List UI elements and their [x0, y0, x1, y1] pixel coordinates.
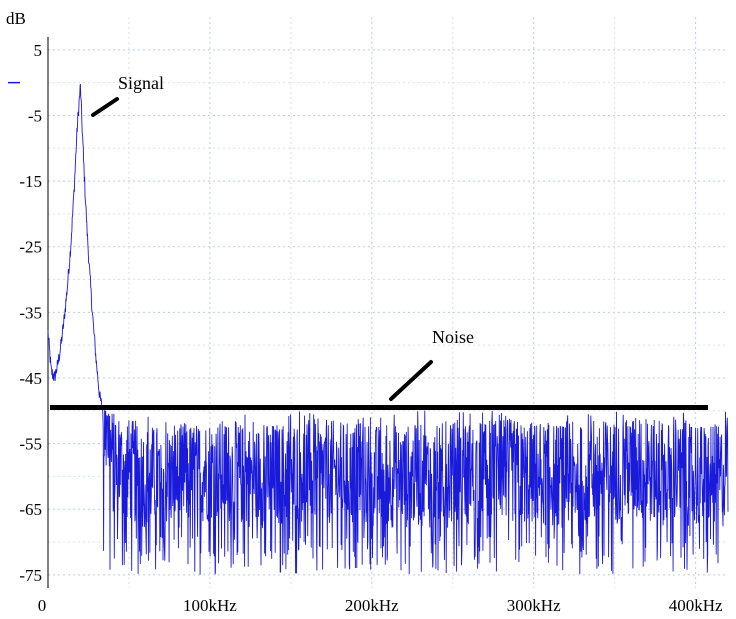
y-tick-label: -45	[19, 369, 42, 388]
y-axis-label: dB	[6, 9, 26, 28]
x-tick-label: 100kHz	[183, 596, 237, 615]
signal-annotation: Signal	[118, 73, 164, 93]
y-tick-label: -5	[28, 106, 42, 125]
noise-annotation: Noise	[432, 327, 474, 347]
x-axis: 0 100kHz 200kHz 300kHz 400kHz	[38, 596, 723, 615]
signal-pointer	[91, 97, 119, 117]
x-tick-label: 300kHz	[507, 596, 561, 615]
y-tick-label: -75	[19, 566, 42, 585]
y-tick-label: -65	[19, 500, 42, 519]
y-tick-label: -35	[19, 303, 42, 322]
x-tick-label: 400kHz	[669, 596, 723, 615]
noise-pointer	[389, 360, 433, 401]
x-tick-label: 200kHz	[345, 596, 399, 615]
y-tick-label: -15	[19, 172, 42, 191]
x-tick-label: 0	[38, 596, 47, 615]
annotations: Signal Noise	[91, 73, 474, 401]
y-tick-label: -55	[19, 435, 42, 454]
y-axis: 5 -5 -15 -25 -35 -45 -55 -65 -75	[8, 41, 42, 585]
y-tick-label: -25	[19, 238, 42, 257]
y-tick-label: 5	[34, 41, 43, 60]
spectrum-series	[47, 83, 729, 575]
series-group	[47, 83, 729, 575]
